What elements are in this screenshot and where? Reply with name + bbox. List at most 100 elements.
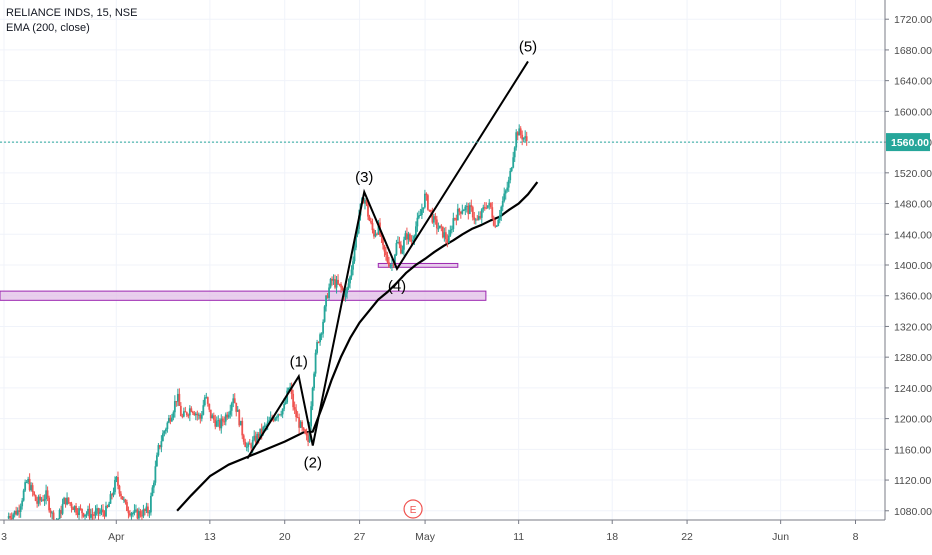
candle-body (10, 517, 13, 519)
candle-body (233, 398, 236, 403)
candle-body (82, 513, 85, 517)
support-zone[interactable] (0, 290, 487, 301)
candle-body (158, 445, 161, 448)
candle-body (148, 512, 151, 514)
candle-body (226, 414, 229, 418)
candle-body (412, 239, 414, 242)
candle-body (525, 136, 528, 141)
candle-body (218, 420, 221, 429)
candle-body (93, 514, 95, 516)
time-tick-label: May (415, 531, 436, 543)
candle-body (488, 202, 491, 206)
candle-body (317, 342, 320, 344)
candle-body (24, 482, 27, 491)
candle-body (235, 402, 238, 412)
candle-body (136, 509, 139, 519)
candle-body (380, 235, 383, 238)
candle-body (456, 208, 459, 221)
price-tick-label: 1400.00 (894, 260, 932, 272)
candle-body (25, 482, 28, 484)
candle-body (467, 205, 470, 215)
time-tick-label: 22 (681, 531, 693, 543)
candle-body (169, 417, 172, 422)
candle-body (43, 499, 46, 501)
candle-body (447, 235, 450, 243)
ema-200-line[interactable] (176, 181, 539, 512)
candle-body (90, 514, 92, 518)
candle-body (112, 492, 115, 496)
candle-body (248, 443, 251, 445)
candle-body (519, 128, 522, 135)
candle-body (353, 247, 356, 262)
candle-body (438, 225, 441, 229)
candle-body (254, 435, 257, 443)
horizontal-zones (0, 262, 487, 301)
candle-body (48, 497, 51, 511)
candle-body (194, 413, 197, 416)
candle-body (313, 373, 315, 389)
candle-body (350, 269, 353, 277)
candle-body (67, 497, 70, 503)
candle-body (298, 417, 301, 428)
last-price-badge (886, 133, 930, 152)
candle-body (320, 333, 323, 335)
candle-body (78, 508, 80, 515)
candle-body (383, 245, 386, 252)
candle-body (494, 225, 497, 227)
candle-body (115, 477, 118, 480)
candle-body (121, 496, 124, 500)
candle-body (295, 409, 298, 418)
candle-body (200, 414, 203, 419)
candle-body (329, 278, 332, 288)
candle-body (415, 226, 417, 237)
wave-label: (1) (290, 353, 308, 370)
candle-body (435, 219, 438, 229)
price-tick-label: 1720.00 (894, 14, 932, 26)
candle-body (166, 422, 169, 430)
candle-body (367, 204, 369, 217)
candle-body (521, 134, 524, 140)
elliott-wave-path[interactable] (246, 60, 529, 460)
candle-body (205, 397, 208, 399)
candle-body (263, 425, 266, 427)
candle-body (91, 514, 94, 516)
candle-body (179, 405, 182, 417)
candle-body (491, 207, 494, 218)
candle-body (190, 408, 193, 412)
candle-body (428, 209, 431, 211)
candle-body (108, 503, 110, 508)
candle-body (262, 426, 265, 434)
candle-body (223, 421, 226, 423)
indicator-title: EMA (200, close) (6, 22, 90, 34)
candle-body (150, 495, 152, 513)
candle-body (480, 209, 483, 218)
candle-body (49, 510, 52, 514)
candle-body (425, 193, 428, 196)
candle-body (296, 417, 299, 419)
candle-body (524, 136, 527, 138)
candle-body (28, 478, 31, 491)
candle-body (346, 287, 348, 294)
candle-body (247, 443, 250, 447)
candle-body (338, 283, 341, 285)
candle-body (413, 236, 416, 240)
candle-body (377, 222, 380, 234)
earnings-event-icon[interactable] (403, 499, 423, 519)
candle-body (36, 500, 39, 504)
time-tick-label: 20 (279, 531, 291, 543)
candle-body (208, 403, 211, 410)
candle-body (473, 217, 476, 220)
candle-body (99, 512, 101, 514)
time-tick-label: 11 (513, 531, 524, 543)
candle-body (341, 287, 344, 291)
candle-body (170, 417, 173, 422)
candle-body (518, 128, 521, 136)
candle-body (133, 510, 136, 514)
candle-body (331, 278, 333, 281)
candle-body (417, 215, 420, 218)
candle-body (301, 421, 304, 428)
candle-body (368, 216, 371, 221)
candle-body (259, 428, 262, 438)
